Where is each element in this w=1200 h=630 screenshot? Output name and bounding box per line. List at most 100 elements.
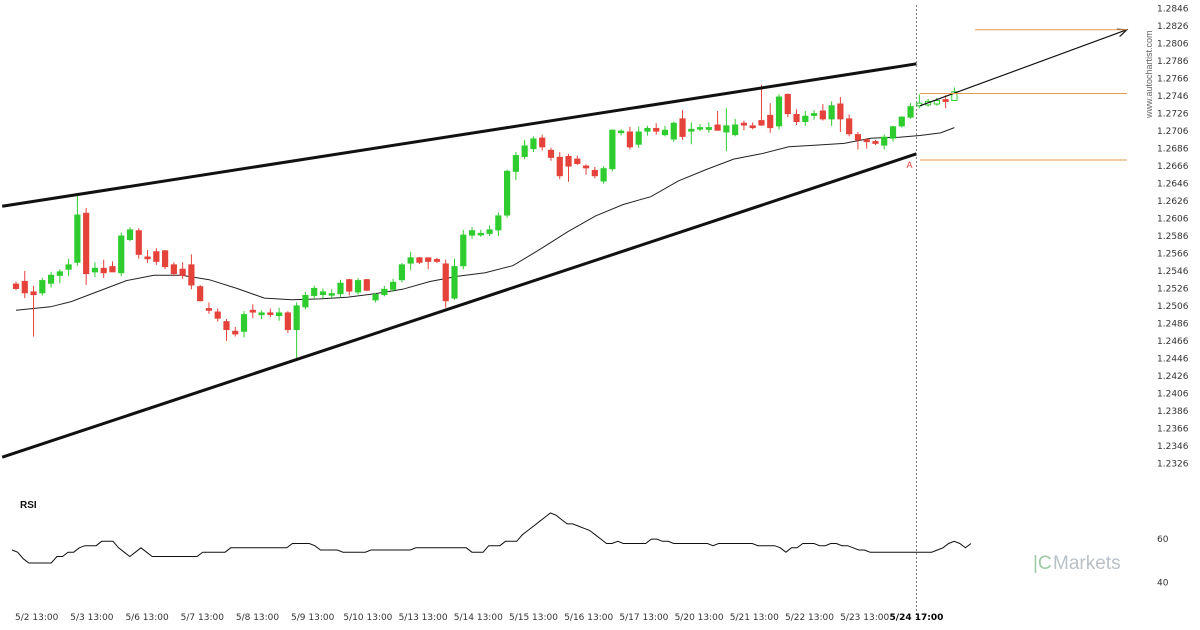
candle-body bbox=[863, 139, 870, 143]
price-levels bbox=[919, 29, 1127, 161]
price-tick-label: 1.2406 bbox=[1157, 389, 1189, 399]
moving-average-line bbox=[15, 127, 955, 311]
price-tick-label: 1.2326 bbox=[1157, 459, 1189, 469]
rsi-line bbox=[11, 512, 972, 564]
candle-body bbox=[170, 264, 177, 275]
candle-body bbox=[100, 267, 107, 274]
price-tick-label: 1.2706 bbox=[1157, 127, 1189, 137]
time-axis: 5/2 13:00 5/3 13:00 5/6 13:00 5/7 13:00 5/8 … bbox=[15, 613, 943, 623]
candle-body bbox=[328, 293, 335, 296]
candle-body bbox=[363, 279, 370, 291]
brand-name: Markets bbox=[1053, 553, 1121, 574]
candle-body bbox=[126, 229, 134, 241]
candle-body bbox=[390, 281, 397, 290]
candle-body bbox=[661, 129, 669, 136]
candle-body bbox=[153, 251, 160, 262]
candle-body bbox=[495, 215, 502, 231]
candle-body bbox=[197, 286, 204, 302]
candle-body bbox=[144, 256, 151, 260]
price-tick-label: 1.2626 bbox=[1157, 197, 1189, 207]
candle-body bbox=[802, 115, 809, 123]
candle-body bbox=[696, 127, 704, 130]
candle-body bbox=[284, 312, 291, 331]
time-tick-label: 5/9 13:00 bbox=[291, 613, 335, 623]
time-tick-label: 5/23 13:00 bbox=[840, 613, 889, 623]
candle-body bbox=[933, 100, 940, 105]
candle-body bbox=[74, 214, 81, 263]
candle-body bbox=[609, 129, 616, 170]
candle-body bbox=[723, 125, 730, 133]
price-tick-label: 1.2846 bbox=[1157, 5, 1189, 15]
candle-body bbox=[582, 165, 590, 169]
candle-body bbox=[319, 291, 327, 296]
time-tick-label: 5/8 13:00 bbox=[236, 613, 280, 623]
rsi-tick-label: 40 bbox=[1157, 579, 1169, 589]
price-tick-label: 1.2446 bbox=[1157, 354, 1189, 364]
resistance-trendline bbox=[1, 62, 917, 208]
time-tick-label: 5/24 17:00 bbox=[890, 613, 944, 623]
rsi-panel: RSI 60 40 bbox=[11, 500, 1169, 589]
candle-body bbox=[486, 229, 493, 234]
price-tick-label: 1.2426 bbox=[1157, 372, 1189, 382]
price-tick-label: 1.2386 bbox=[1157, 407, 1189, 417]
candle-body bbox=[372, 294, 379, 301]
time-tick-label: 5/21 13:00 bbox=[730, 613, 779, 623]
candle-body bbox=[504, 170, 511, 216]
time-tick-label: 5/6 13:00 bbox=[125, 613, 169, 623]
candle-body bbox=[47, 274, 55, 284]
candle-body bbox=[810, 113, 818, 116]
candle-body bbox=[56, 271, 63, 276]
candle-body bbox=[477, 232, 484, 236]
candle-body bbox=[302, 294, 309, 308]
candle-body bbox=[416, 257, 423, 263]
candle-body bbox=[240, 314, 248, 332]
candle-body bbox=[618, 130, 625, 134]
rsi-label: RSI bbox=[20, 500, 37, 511]
candle-body bbox=[705, 127, 712, 130]
time-tick-label: 5/15 13:00 bbox=[509, 613, 558, 623]
candle-body bbox=[398, 264, 405, 281]
candle-body bbox=[346, 279, 353, 292]
time-tick-label: 5/22 13:00 bbox=[785, 613, 834, 623]
candle-body bbox=[907, 106, 914, 118]
brand-logo: |C Markets bbox=[1033, 553, 1121, 574]
candle-body bbox=[749, 125, 756, 129]
candle-body bbox=[942, 99, 949, 102]
candle-body bbox=[819, 110, 826, 120]
candle-body bbox=[784, 93, 791, 115]
support-trendline bbox=[1, 152, 917, 459]
candle-body bbox=[354, 280, 362, 293]
candle-body bbox=[21, 280, 28, 294]
candle-body bbox=[898, 116, 905, 127]
candle-body bbox=[512, 155, 519, 172]
candle-body bbox=[161, 250, 169, 268]
candle-body bbox=[293, 305, 300, 331]
price-tick-label: 1.2346 bbox=[1157, 442, 1189, 452]
candle-body bbox=[556, 156, 563, 177]
pattern-point-label: A bbox=[907, 160, 913, 170]
price-tick-label: 1.2366 bbox=[1157, 424, 1189, 434]
price-tick-label: 1.2586 bbox=[1157, 232, 1189, 242]
candle-body bbox=[258, 312, 265, 316]
candle-body bbox=[433, 259, 441, 262]
time-tick-label: 5/2 13:00 bbox=[15, 613, 59, 623]
candle-body bbox=[39, 280, 46, 294]
candle-body bbox=[407, 257, 414, 264]
candle-body bbox=[135, 230, 142, 255]
candle-body bbox=[758, 120, 765, 126]
time-tick-label: 5/7 13:00 bbox=[181, 613, 225, 623]
candle-body bbox=[626, 131, 634, 148]
candle-body bbox=[232, 330, 239, 335]
candle-body bbox=[828, 105, 835, 120]
candle-body bbox=[12, 283, 20, 289]
price-tick-label: 1.2566 bbox=[1157, 249, 1189, 259]
candle-body bbox=[688, 128, 695, 132]
price-tick-label: 1.2666 bbox=[1157, 162, 1189, 172]
watermark-text: www.autochartist.com bbox=[1144, 30, 1154, 119]
candle-body bbox=[539, 137, 546, 148]
time-tick-label: 5/17 13:00 bbox=[619, 613, 668, 623]
candle-body bbox=[732, 124, 739, 136]
time-tick-label: 5/10 13:00 bbox=[343, 613, 392, 623]
candle-body bbox=[600, 168, 607, 182]
